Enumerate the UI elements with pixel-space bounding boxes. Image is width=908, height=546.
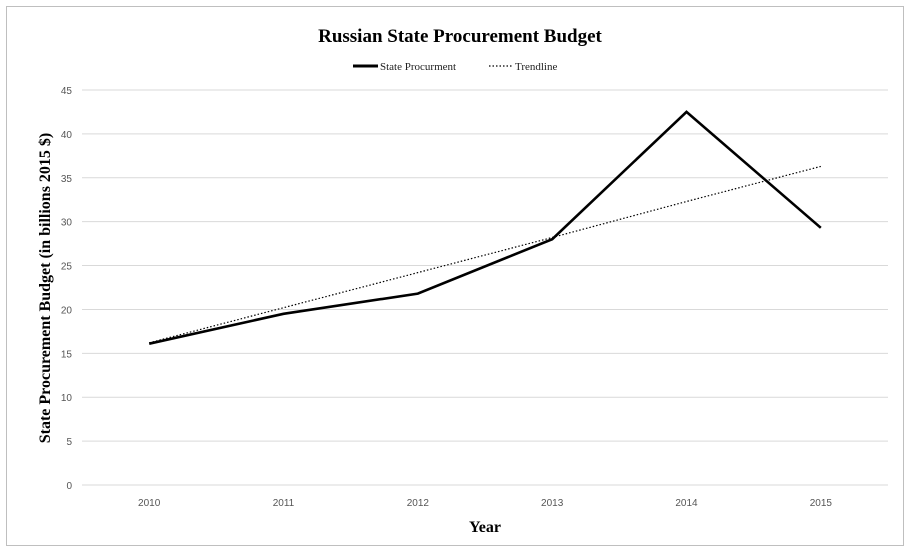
x-tick-label: 2015 — [810, 498, 833, 509]
y-tick-labels: 0 5 10 15 20 25 30 35 40 45 — [61, 86, 73, 492]
x-tick-label: 2011 — [273, 498, 295, 509]
series-line-state-procurment — [149, 112, 821, 344]
y-tick-label: 5 — [66, 437, 72, 448]
y-tick-label: 10 — [61, 393, 73, 404]
x-tick-labels: 2010 2011 2012 2013 2014 2015 — [138, 498, 832, 509]
legend: State Procurment Trendline — [353, 61, 557, 73]
y-tick-label: 45 — [61, 86, 73, 97]
y-tick-label: 35 — [61, 174, 73, 185]
x-tick-label: 2010 — [138, 498, 161, 509]
y-tick-label: 40 — [61, 130, 73, 141]
y-tick-label: 0 — [66, 481, 72, 492]
chart-title: Russian State Procurement Budget — [318, 26, 602, 47]
x-tick-label: 2013 — [541, 498, 564, 509]
series-line-trendline — [149, 166, 821, 342]
y-tick-label: 20 — [61, 305, 73, 316]
gridlines — [82, 90, 888, 485]
x-tick-label: 2012 — [407, 498, 430, 509]
legend-label-trendline: Trendline — [515, 61, 557, 73]
x-axis-title: Year — [469, 519, 501, 536]
x-tick-label: 2014 — [675, 498, 698, 509]
y-tick-label: 15 — [61, 349, 73, 360]
y-tick-label: 30 — [61, 218, 73, 229]
y-tick-label: 25 — [61, 262, 73, 273]
y-axis-title: State Procurement Budget (in billions 20… — [37, 133, 54, 444]
legend-label-state-procurment: State Procurment — [380, 61, 456, 73]
series-lines — [149, 112, 821, 344]
